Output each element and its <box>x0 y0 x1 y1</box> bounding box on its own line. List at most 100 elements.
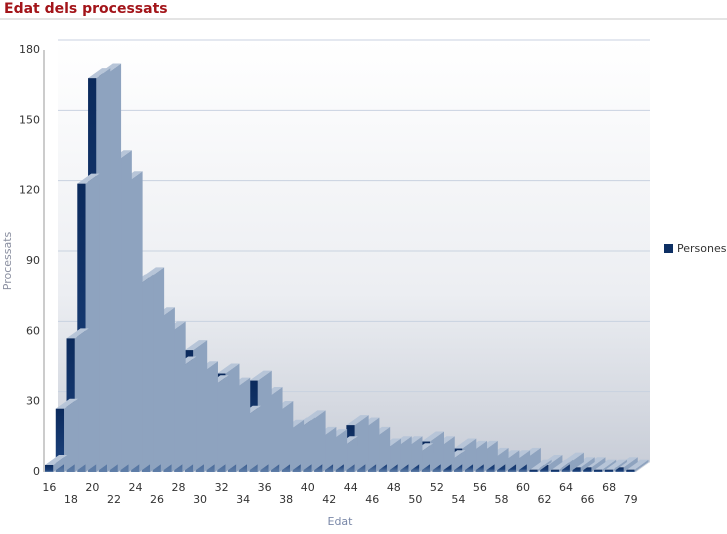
bar-side <box>236 377 251 472</box>
x-tick-label: 26 <box>150 493 164 506</box>
x-tick-label: 34 <box>236 493 250 506</box>
bar-side <box>505 450 520 472</box>
bar-side <box>623 457 638 472</box>
x-tick-label: 56 <box>473 481 487 494</box>
x-tick-label: 79 <box>624 493 638 506</box>
bar-top <box>346 415 369 426</box>
legend-swatch <box>664 244 673 253</box>
y-tick-label: 30 <box>26 395 40 408</box>
y-tick-label: 60 <box>26 324 40 337</box>
bar-side <box>386 438 401 472</box>
bar-top <box>55 398 79 409</box>
bar-side <box>343 436 358 472</box>
bar-top <box>604 459 627 470</box>
bar-side <box>171 321 186 472</box>
bar-side <box>451 450 466 472</box>
bar-side <box>559 459 574 472</box>
x-tick-label: 66 <box>581 493 595 506</box>
bar-side <box>107 63 122 472</box>
bar <box>540 464 549 472</box>
bar <box>572 467 581 472</box>
x-tick-label: 60 <box>516 481 530 494</box>
bar-side <box>634 459 649 472</box>
bar-side <box>537 459 552 472</box>
bar-top <box>454 438 477 449</box>
bar-top <box>66 328 89 339</box>
x-tick-label: 42 <box>322 493 336 506</box>
x-tick-label: 62 <box>538 493 552 506</box>
chart-title: Edat dels processats <box>4 1 168 17</box>
bar-side <box>225 363 240 472</box>
bar <box>77 183 86 472</box>
bar-side <box>311 410 326 472</box>
x-tick-label: 18 <box>64 493 78 506</box>
bar-side <box>268 386 283 472</box>
bar-side <box>365 417 380 472</box>
bar-side <box>354 415 369 472</box>
bar-side <box>300 417 315 472</box>
bar-side <box>376 426 391 472</box>
bar-side <box>247 405 262 472</box>
bar-side <box>160 307 175 472</box>
x-tick-label: 54 <box>451 493 465 506</box>
x-tick-label: 20 <box>85 481 99 494</box>
bar <box>593 469 603 472</box>
x-tick-label: 16 <box>42 481 56 494</box>
bar-side <box>139 274 154 472</box>
x-tick-label: 68 <box>602 481 616 494</box>
x-tick-label: 48 <box>387 481 401 494</box>
bar-side <box>462 438 477 472</box>
bar-side <box>333 429 348 472</box>
x-axis-title: Edat <box>328 515 354 528</box>
x-tick-label: 28 <box>172 481 186 494</box>
y-tick-label: 0 <box>33 465 40 478</box>
bar-side <box>591 457 606 472</box>
x-tick-label: 30 <box>193 493 207 506</box>
bar-side <box>322 426 337 472</box>
bar-side <box>290 419 305 472</box>
bar-side <box>150 267 165 472</box>
bar-side <box>193 340 208 472</box>
bar-side <box>483 440 498 472</box>
bar-side <box>580 457 595 472</box>
bar-side <box>602 459 617 472</box>
x-tick-label: 46 <box>365 493 379 506</box>
x-tick-label: 52 <box>430 481 444 494</box>
bar-side <box>214 375 229 472</box>
bar-side <box>203 361 218 472</box>
x-tick-label: 22 <box>107 493 121 506</box>
bar <box>45 464 54 472</box>
bar-side <box>440 436 455 472</box>
bar-top <box>77 173 100 184</box>
bar-side <box>408 436 423 472</box>
x-tick-label: 58 <box>494 493 508 506</box>
y-tick-label: 90 <box>26 254 40 267</box>
legend-label: Persones <box>677 242 727 255</box>
bar <box>529 469 538 472</box>
x-tick-label: 40 <box>301 481 315 494</box>
bar-side <box>85 173 100 472</box>
bar-side <box>182 356 197 472</box>
bar-top <box>593 459 617 470</box>
bar <box>583 467 592 472</box>
bar-side <box>516 450 531 472</box>
bar-side <box>526 447 541 472</box>
bar-side <box>53 454 68 472</box>
x-tick-label: 50 <box>408 493 422 506</box>
bar <box>550 469 560 472</box>
bar-top <box>217 363 240 374</box>
bar-side <box>548 454 563 472</box>
x-tick-label: 64 <box>559 481 573 494</box>
bar-top <box>249 370 272 381</box>
bar <box>604 469 613 472</box>
x-tick-label: 32 <box>215 481 229 494</box>
x-tick-label: 44 <box>344 481 358 494</box>
bar-top <box>626 459 649 470</box>
bar-side <box>419 443 434 472</box>
x-tick-label: 24 <box>128 481 142 494</box>
bar-side <box>117 150 132 472</box>
bar-side <box>279 401 294 472</box>
bar-side <box>569 452 584 472</box>
bar-side <box>128 171 143 473</box>
